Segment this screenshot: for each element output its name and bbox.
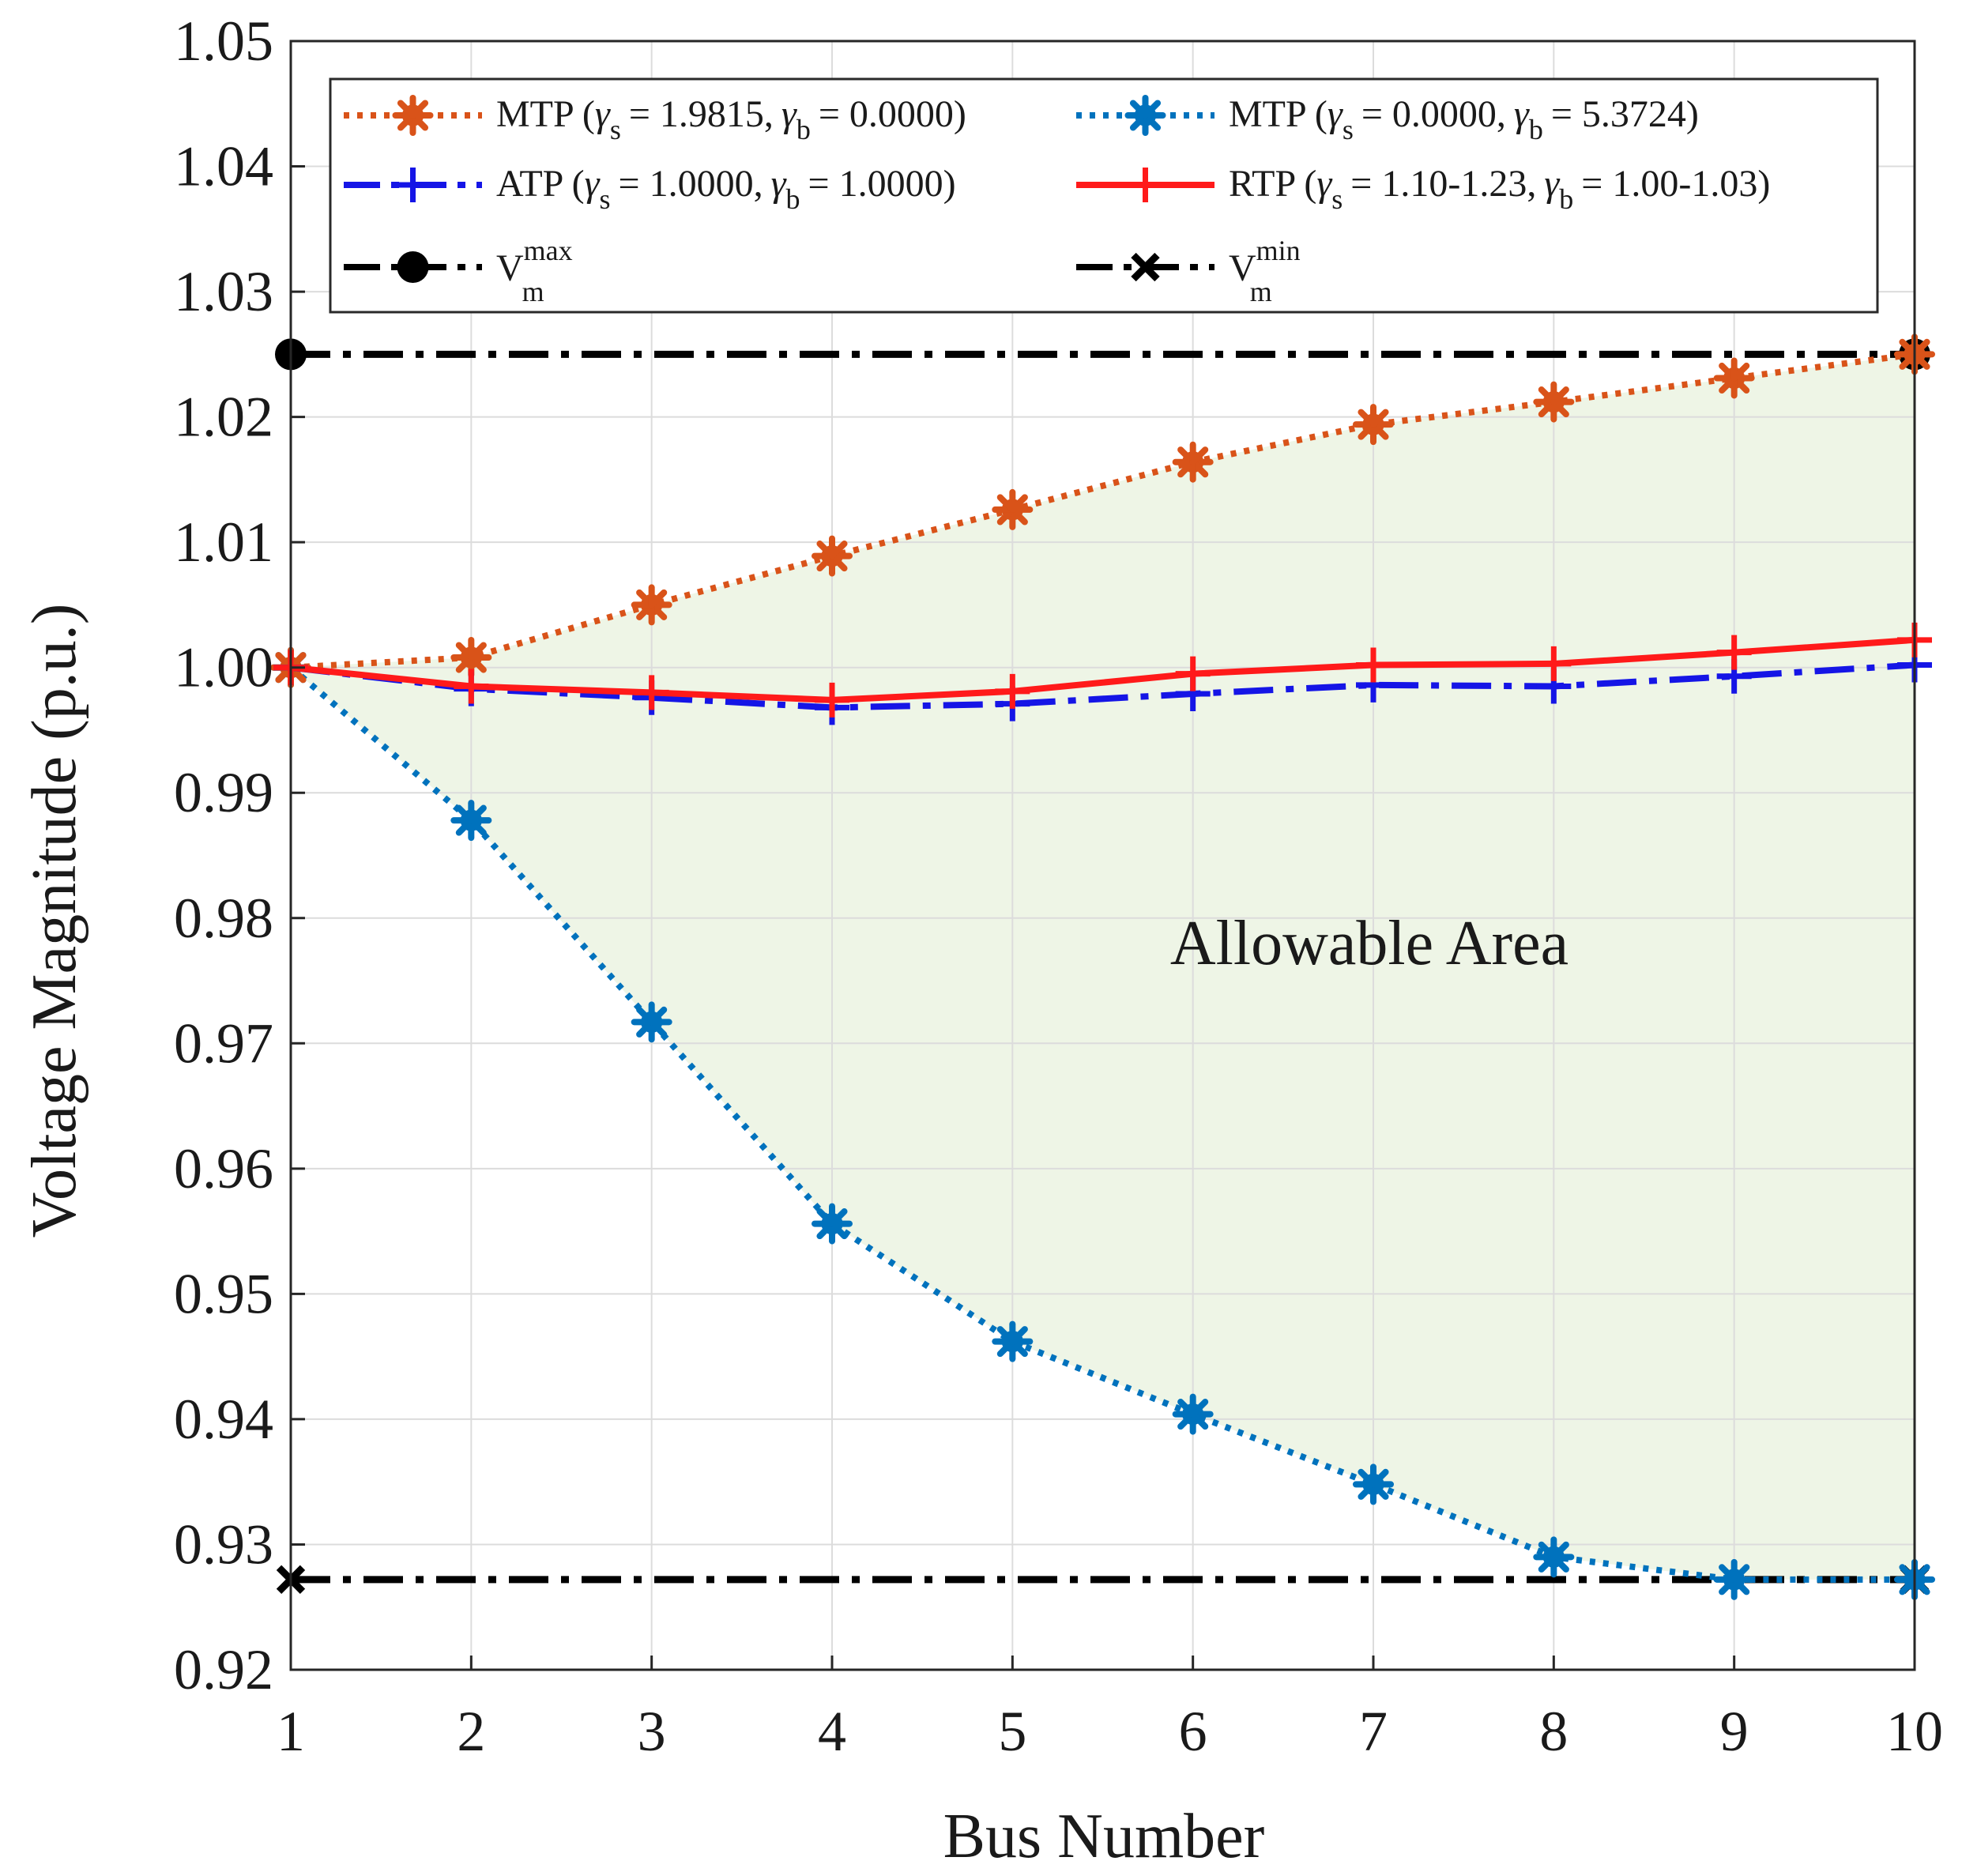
- axes-layer: 1 2 3 4 5 6 7 8 9 10 0.92 0.93 0.94 0.95 0.96 0.97 0.98 0…: [174, 9, 1943, 1763]
- data-point-mtp-lower: [631, 1001, 672, 1043]
- x-tick-label: 1: [277, 1700, 305, 1763]
- allowable-area-fill: [291, 354, 1915, 1580]
- legend-entry-mtp-upper: MTP (γs = 1.9815, γb = 0.0000): [344, 93, 966, 145]
- y-axis-title: Voltage Magnitude (p.u.): [20, 604, 89, 1238]
- data-point-mtp-lower: [1713, 1558, 1755, 1600]
- legend-marker: [1124, 95, 1166, 136]
- series-line-mtp-upper: [290, 351, 1915, 671]
- data-point-mtp-upper: [812, 535, 853, 577]
- legend-marker: [395, 168, 431, 202]
- data-point-mtp-upper: [1713, 357, 1755, 399]
- x-tick-label: 8: [1539, 1700, 1568, 1763]
- data-point-rtp: [1716, 635, 1752, 670]
- y-tick-label: 0.96: [174, 1137, 273, 1200]
- series-line-atp: [290, 661, 1915, 711]
- data-point-mtp-upper: [1533, 381, 1575, 423]
- y-tick-label: 1.03: [174, 260, 273, 323]
- legend: MTP (γs = 1.9815, γb = 0.0000) MTP (γs = 0.0…: [329, 77, 1879, 314]
- data-point-rtp: [454, 669, 489, 704]
- x-tick-label: 4: [818, 1700, 846, 1763]
- data-point-mtp-upper: [631, 584, 672, 626]
- legend-label-vmin: Vmin m: [1229, 235, 1301, 307]
- data-point-rtp: [1536, 646, 1572, 681]
- legend-entry-atp: ATP (γs = 1.0000, γb = 1.0000): [344, 163, 956, 215]
- data-point-rtp: [1175, 656, 1211, 691]
- y-tick-label: 0.95: [174, 1262, 273, 1325]
- data-point-rtp: [995, 673, 1030, 709]
- y-tick-label: 0.99: [174, 761, 273, 824]
- data-point-mtp-lower: [1172, 1393, 1214, 1435]
- legend-entry-rtp: RTP (γs = 1.10-1.23, γb = 1.00-1.03): [1076, 163, 1770, 215]
- series-layer: [270, 333, 1935, 1600]
- series-line-rtp: [290, 636, 1915, 703]
- legend-marker: [1128, 168, 1163, 202]
- data-point-rtp: [815, 682, 849, 718]
- legend-marker: [1131, 252, 1160, 282]
- data-point-mtp-lower: [812, 1203, 853, 1245]
- legend-label-mtp-upper: MTP (γs = 1.9815, γb = 0.0000): [496, 93, 966, 145]
- x-tick-label: 9: [1720, 1700, 1749, 1763]
- legend-label-atp: ATP (γs = 1.0000, γb = 1.0000): [496, 163, 956, 215]
- legend-entry-vmin: Vmin m: [1076, 235, 1301, 307]
- y-tick-label: 0.92: [174, 1638, 273, 1701]
- legend-label-rtp: RTP (γs = 1.10-1.23, γb = 1.00-1.03): [1229, 163, 1770, 215]
- y-tick-label: 1.00: [174, 636, 273, 699]
- plot-area-border: [289, 40, 1916, 1671]
- x-tick-label: 7: [1359, 1700, 1388, 1763]
- data-point-rtp: [1356, 647, 1391, 683]
- y-tick-label: 1.05: [174, 9, 273, 73]
- x-tick-label: 6: [1179, 1700, 1207, 1763]
- x-tick-label: 3: [638, 1700, 666, 1763]
- data-point-mtp-upper: [450, 637, 492, 679]
- data-point-rtp: [634, 675, 669, 710]
- y-tick-label: 1.01: [174, 510, 273, 574]
- x-tick-label: 2: [457, 1700, 485, 1763]
- data-point-mtp-lower: [450, 800, 492, 842]
- x-axis-title: Bus Number: [943, 1802, 1265, 1871]
- data-point-mtp-lower: [1353, 1464, 1394, 1505]
- legend-entry-vmax: Vmax m: [344, 235, 573, 307]
- y-tick-label: 0.93: [174, 1512, 273, 1576]
- y-tick-label: 1.02: [174, 386, 273, 449]
- series-line-mtp-lower: [288, 665, 1915, 1583]
- data-point-mtp-lower: [1533, 1536, 1575, 1578]
- allowable-area-annotation: Allowable Area: [1170, 909, 1568, 978]
- legend-entry-mtp-lower: MTP (γs = 0.0000, γb = 5.3724): [1076, 93, 1699, 145]
- data-point-mtp-lower: [992, 1320, 1034, 1362]
- legend-label-vmax: Vmax m: [496, 235, 573, 307]
- x-tick-label: 10: [1886, 1700, 1943, 1763]
- legend-label-mtp-lower: MTP (γs = 0.0000, γb = 5.3724): [1229, 93, 1699, 145]
- y-tick-label: 1.04: [174, 135, 273, 198]
- legend-marker: [397, 251, 429, 283]
- data-point-mtp-upper: [1172, 441, 1214, 483]
- y-tick-label: 0.94: [174, 1388, 273, 1451]
- data-point-mtp-upper: [1353, 404, 1394, 446]
- y-tick-label: 0.98: [174, 887, 273, 950]
- x-tick-label: 5: [998, 1700, 1026, 1763]
- y-tick-label: 0.97: [174, 1011, 273, 1075]
- legend-marker: [392, 95, 434, 136]
- data-point-mtp-upper: [992, 488, 1034, 530]
- allowable-area-fill-layer: [291, 354, 1915, 1580]
